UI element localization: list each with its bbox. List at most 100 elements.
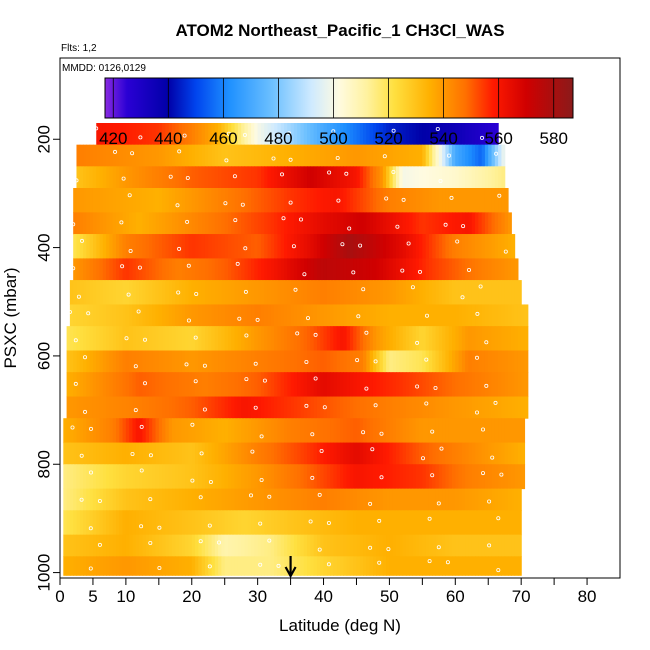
heatmap-cell (244, 144, 249, 167)
heatmap-cell (409, 442, 414, 465)
heatmap-cell (511, 510, 516, 536)
heatmap-cell (211, 442, 216, 465)
heatmap-cell (244, 258, 249, 281)
heatmap-cell (89, 510, 94, 536)
heatmap-cell (356, 372, 361, 398)
heatmap-cell (198, 234, 203, 259)
heatmap-cell (277, 123, 282, 146)
heatmap-cell (458, 123, 463, 146)
heatmap-cell (231, 534, 236, 557)
heatmap-cell (148, 396, 153, 419)
heatmap-cell (145, 418, 150, 444)
heatmap-cell (396, 488, 400, 511)
heatmap-cell (116, 304, 120, 327)
heatmap-cell (369, 488, 374, 511)
heatmap-cell (237, 372, 242, 398)
heatmap-cell (155, 326, 160, 352)
heatmap-cell (405, 304, 410, 327)
heatmap-cell (234, 258, 239, 281)
heatmap-cell (481, 304, 486, 327)
heatmap-cell (405, 166, 410, 189)
heatmap-cell (201, 123, 206, 146)
heatmap-cell (372, 464, 377, 490)
heatmap-cell (231, 304, 236, 327)
heatmap-cell (231, 326, 236, 352)
heatmap-cell (316, 144, 321, 167)
heatmap-cell (264, 123, 269, 146)
heatmap-cell (481, 442, 486, 465)
heatmap-cell (386, 234, 391, 259)
heatmap-cell (475, 396, 479, 419)
heatmap-cell (83, 350, 87, 373)
heatmap-cell (303, 510, 308, 536)
heatmap-cell (254, 144, 259, 167)
heatmap-cell (119, 326, 124, 352)
heatmap-cell (83, 510, 87, 536)
heatmap-cell (132, 488, 137, 511)
heatmap-cell (237, 534, 242, 557)
heatmap-cell (323, 396, 328, 419)
heatmap-cell (83, 534, 87, 557)
heatmap-row (66, 396, 529, 419)
heatmap-cell (122, 396, 127, 419)
sample-point (190, 478, 195, 483)
heatmap-cell (86, 326, 91, 352)
heatmap-cell (260, 372, 265, 398)
heatmap-cell (359, 396, 364, 419)
heatmap-cell (201, 304, 206, 327)
heatmap-cell (129, 418, 134, 444)
heatmap-cell (178, 258, 183, 281)
heatmap-cell (432, 464, 437, 490)
heatmap-cell (313, 464, 318, 490)
heatmap-cell (415, 166, 420, 189)
heatmap-cell (517, 372, 522, 398)
heatmap-cell (142, 464, 147, 490)
heatmap-cell (330, 166, 335, 189)
heatmap-cell (336, 234, 341, 259)
sample-point (443, 222, 448, 227)
heatmap-cell (501, 326, 506, 352)
heatmap-cell (231, 488, 236, 511)
heatmap-cell (102, 418, 107, 444)
heatmap-cell (284, 350, 288, 373)
heatmap-cell (349, 304, 354, 327)
heatmap-cell (343, 326, 348, 352)
heatmap-cell (432, 258, 437, 281)
heatmap-cell (307, 534, 311, 557)
heatmap-cell (280, 258, 285, 281)
heatmap-cell (162, 188, 167, 213)
heatmap-cell (76, 258, 81, 281)
heatmap-cell (498, 280, 503, 305)
heatmap-cell (274, 534, 279, 557)
heatmap-cell (346, 280, 351, 305)
sample-point (356, 314, 361, 319)
heatmap-cell (129, 234, 134, 259)
heatmap-cell (511, 418, 516, 444)
heatmap-cell (514, 488, 519, 511)
heatmap-cell (475, 442, 479, 465)
heatmap-cell (251, 304, 255, 327)
heatmap-cell (241, 396, 246, 419)
heatmap-cell (208, 280, 213, 305)
heatmap-cell (382, 534, 387, 557)
sample-point (310, 475, 315, 480)
heatmap-cell (92, 418, 97, 444)
heatmap-cell (76, 442, 81, 465)
heatmap-cell (211, 234, 216, 259)
heatmap-cell (99, 144, 104, 167)
heatmap-cell (237, 212, 242, 235)
heatmap-cell (132, 123, 137, 146)
heatmap-cell (468, 123, 473, 146)
heatmap-cell (178, 464, 183, 490)
sample-point (139, 524, 144, 529)
heatmap-cell (340, 188, 344, 213)
heatmap-cell (237, 396, 242, 419)
heatmap-cell (254, 556, 259, 576)
heatmap-cell (224, 144, 229, 167)
heatmap-cell (241, 510, 246, 536)
heatmap-cell (204, 418, 209, 444)
heatmap-cell (399, 350, 404, 373)
heatmap-cell (501, 442, 506, 465)
heatmap-cell (363, 464, 367, 490)
heatmap-cell (165, 396, 170, 419)
